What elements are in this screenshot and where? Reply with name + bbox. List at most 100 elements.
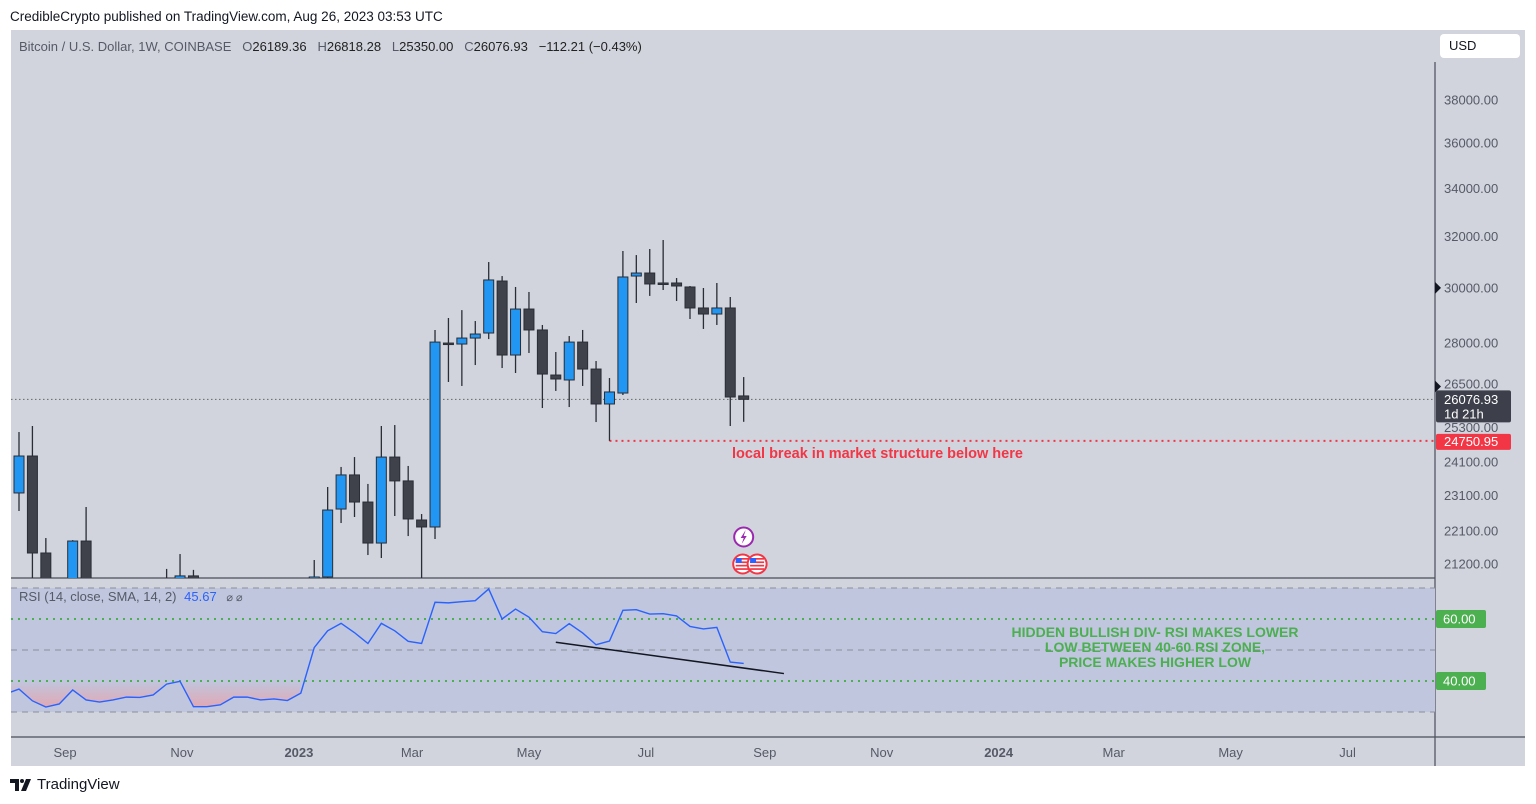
flag-stripe: [735, 561, 750, 564]
open-label: O: [242, 39, 253, 54]
time-tick-label: Nov: [870, 745, 894, 760]
flag-circle: [746, 553, 768, 575]
price-tick-label: 38000.00: [1444, 93, 1498, 108]
rsi-annotation-line: PRICE MAKES HIGHER LOW: [1058, 654, 1252, 670]
candle-body: [644, 272, 656, 285]
candle-body: [697, 307, 709, 315]
candle-body: [738, 395, 750, 400]
rsi-legend: RSI (14, close, SMA, 14, 2) 45.67 ⌀ ⌀: [19, 589, 243, 604]
candle-body: [26, 455, 38, 554]
candle-body: [308, 576, 320, 578]
low-label: L: [391, 39, 400, 54]
time-tick-label: Jul: [1339, 745, 1356, 760]
candle-body: [416, 519, 428, 528]
time-tick-label: Mar: [401, 745, 424, 760]
tradingview-logo-icon: [10, 778, 31, 791]
time-tick-label: Jul: [638, 745, 655, 760]
last-price-label: 26076.93: [1444, 392, 1498, 407]
candle-body: [469, 333, 481, 339]
candle-body: [40, 552, 52, 578]
candle-body: [711, 307, 723, 315]
rsi-level-badge: [1436, 672, 1486, 690]
price-tick-label: 21200.00: [1444, 556, 1498, 571]
tradingview-logo[interactable]: TradingView: [10, 776, 120, 793]
candle-body: [67, 540, 79, 578]
us-flag-icon[interactable]: [732, 553, 754, 575]
lightning-glyph: [740, 530, 747, 544]
low-value: 25350.00: [399, 39, 454, 54]
flag-stripe: [750, 568, 765, 570]
lightning-icon[interactable]: [733, 526, 755, 548]
candle-body: [724, 307, 736, 398]
change-value: −112.21 (−0.43%): [538, 39, 642, 54]
price-tick-label: 30000.00: [1444, 280, 1498, 295]
price-tick-label: 32000.00: [1444, 229, 1498, 244]
candle-body: [362, 501, 374, 544]
close-label: C: [464, 39, 474, 54]
price-tick-label: 26500.00: [1444, 376, 1498, 391]
candle-body: [456, 337, 468, 345]
flag-stripe: [735, 558, 750, 560]
high-value: 26818.28: [326, 39, 382, 54]
time-tick-label: Sep: [53, 745, 76, 760]
price-annotation: local break in market structure below he…: [732, 446, 1023, 462]
currency-button[interactable]: USD: [1440, 34, 1520, 58]
level-price-label: 24750.95: [1444, 434, 1498, 449]
rsi-annotation: HIDDEN BULLISH DIV- RSI MAKES LOWER LOW …: [960, 625, 1350, 670]
candle-body: [174, 575, 186, 578]
rsi-annotation-line: LOW BETWEEN 40-60 RSI ZONE,: [1044, 639, 1266, 655]
flag-stripe: [750, 564, 765, 567]
price-tick-label: 25300.00: [1444, 420, 1498, 435]
candle-body: [483, 279, 495, 334]
price-marker-icon: [1435, 380, 1441, 393]
candle-body: [577, 341, 589, 370]
candle-body: [496, 280, 508, 356]
rsi-extra: ⌀ ⌀: [226, 592, 243, 604]
flag-canton: [735, 558, 742, 563]
price-tick-label: 36000.00: [1444, 135, 1498, 150]
candle-body: [630, 272, 642, 277]
price-tick-label: 23100.00: [1444, 488, 1498, 503]
candle-body: [523, 308, 535, 331]
rsi-line: [11, 587, 744, 708]
price-tick-label: 24100.00: [1444, 455, 1498, 470]
candle-body: [429, 341, 441, 528]
time-tick-label: Mar: [1102, 745, 1125, 760]
candle-body: [536, 329, 548, 375]
price-tick-label: 28000.00: [1444, 335, 1498, 350]
flag-stripe: [735, 564, 750, 567]
candle-body: [442, 342, 454, 346]
flag-stripe: [750, 561, 765, 564]
candle-body: [684, 286, 696, 309]
flag-stripe: [735, 568, 750, 570]
flag-stripe: [750, 558, 765, 560]
time-tick-label: 2024: [984, 745, 1014, 760]
candle-body: [80, 540, 92, 578]
open-value: 26189.36: [252, 39, 307, 54]
candle-body: [603, 391, 615, 405]
candle-body: [187, 575, 199, 578]
time-tick-label: May: [1218, 745, 1243, 760]
rsi-level-label: 60.00: [1443, 612, 1476, 627]
rsi-annotation-line: HIDDEN BULLISH DIV- RSI MAKES LOWER: [1011, 624, 1299, 640]
symbol-legend: Bitcoin / U.S. Dollar, 1W, COINBASE O261…: [19, 39, 642, 54]
rsi-value: 45.67: [184, 589, 217, 604]
countdown-label: 1d 21h: [1444, 406, 1484, 421]
candle-body: [510, 308, 522, 356]
high-label: H: [317, 39, 327, 54]
us-flag-icon[interactable]: [746, 553, 768, 575]
candle-body: [402, 480, 414, 520]
rsi-trendline: [555, 641, 785, 675]
candle-body: [335, 474, 347, 510]
candle-body: [550, 374, 562, 380]
symbol-name: Bitcoin / U.S. Dollar, 1W, COINBASE: [19, 39, 232, 54]
candle-body: [563, 341, 575, 381]
candle-body: [671, 282, 683, 287]
candle-body: [657, 282, 669, 285]
last-price-badge: [1436, 390, 1511, 423]
candle-body: [375, 456, 387, 544]
rsi-group: [11, 587, 1435, 713]
flag-canton: [750, 558, 757, 563]
candle-body: [617, 276, 629, 394]
